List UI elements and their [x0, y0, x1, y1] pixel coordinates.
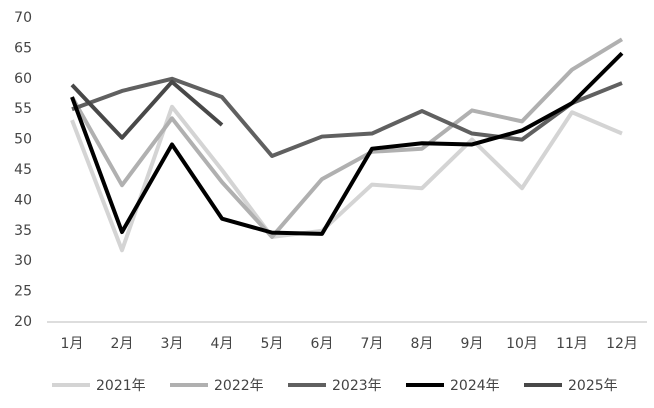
legend-label: 2021年 — [96, 378, 146, 394]
y-tick-label: 65 — [14, 40, 32, 56]
x-tick-label: 6月 — [311, 336, 334, 352]
x-tick-label: 12月 — [606, 336, 638, 352]
series-line — [71, 76, 623, 159]
x-tick-label: 1月 — [61, 336, 84, 352]
x-tick-label: 5月 — [261, 336, 284, 352]
y-tick-label: 45 — [14, 162, 32, 178]
y-tick-label: 25 — [14, 284, 32, 300]
legend-label: 2025年 — [568, 378, 618, 394]
legend-label: 2024年 — [450, 378, 500, 394]
legend-label: 2023年 — [332, 378, 382, 394]
y-tick-label: 55 — [14, 101, 32, 117]
legend-label: 2022年 — [214, 378, 264, 394]
y-tick-label: 60 — [14, 71, 32, 87]
x-tick-label: 2月 — [111, 336, 134, 352]
x-tick-label: 3月 — [161, 336, 184, 352]
y-tick-label: 35 — [14, 223, 32, 239]
y-tick-label: 50 — [14, 132, 32, 148]
y-tick-label: 40 — [14, 192, 32, 208]
series-line — [70, 79, 224, 140]
x-tick-label: 4月 — [211, 336, 234, 352]
x-tick-label: 10月 — [506, 336, 538, 352]
series-line — [70, 51, 624, 236]
y-tick-label: 30 — [14, 253, 32, 269]
y-tick-label: 70 — [14, 10, 32, 26]
y-tick-label: 20 — [14, 314, 32, 330]
x-tick-label: 9月 — [461, 336, 484, 352]
series-line — [70, 37, 624, 239]
x-tick-label: 7月 — [361, 336, 384, 352]
x-tick-label: 8月 — [411, 336, 434, 352]
x-tick-label: 11月 — [556, 336, 588, 352]
